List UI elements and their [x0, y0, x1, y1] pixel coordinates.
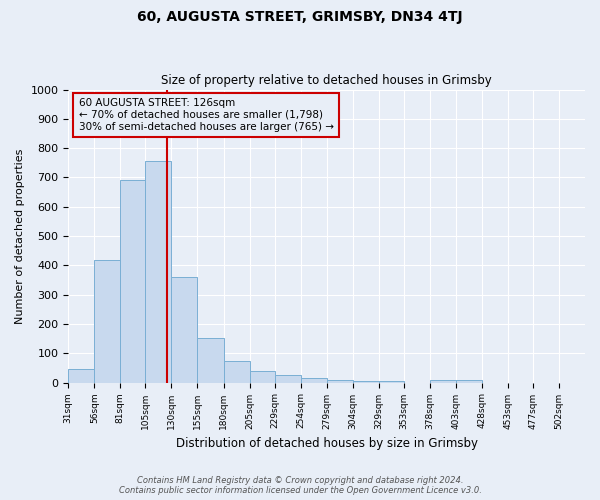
- Bar: [250, 372, 275, 382]
- Bar: [197, 338, 224, 382]
- Text: 60 AUGUSTA STREET: 126sqm
← 70% of detached houses are smaller (1,798)
30% of se: 60 AUGUSTA STREET: 126sqm ← 70% of detac…: [79, 98, 334, 132]
- Bar: [172, 277, 197, 382]
- Bar: [121, 180, 145, 382]
- Bar: [353, 380, 379, 382]
- X-axis label: Distribution of detached houses by size in Grimsby: Distribution of detached houses by size …: [176, 437, 478, 450]
- Bar: [94, 260, 121, 382]
- Bar: [145, 162, 172, 382]
- Y-axis label: Number of detached properties: Number of detached properties: [15, 148, 25, 324]
- Bar: [379, 381, 404, 382]
- Bar: [68, 368, 94, 382]
- Bar: [301, 378, 326, 382]
- Bar: [326, 380, 353, 382]
- Bar: [456, 380, 482, 382]
- Text: 60, AUGUSTA STREET, GRIMSBY, DN34 4TJ: 60, AUGUSTA STREET, GRIMSBY, DN34 4TJ: [137, 10, 463, 24]
- Title: Size of property relative to detached houses in Grimsby: Size of property relative to detached ho…: [161, 74, 492, 87]
- Bar: [430, 380, 456, 382]
- Text: Contains HM Land Registry data © Crown copyright and database right 2024.
Contai: Contains HM Land Registry data © Crown c…: [119, 476, 481, 495]
- Bar: [275, 374, 301, 382]
- Bar: [224, 362, 250, 382]
